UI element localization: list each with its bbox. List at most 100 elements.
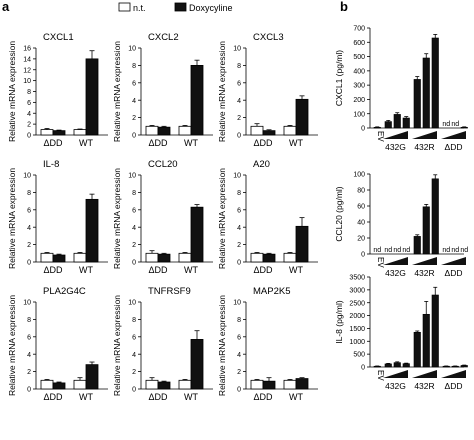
y-tick-label: 2 [237, 242, 241, 249]
y-tick-label: 2 [237, 369, 241, 376]
bar-dox [52, 254, 66, 263]
chart-title: CXCL3 [253, 32, 284, 43]
bar [393, 362, 401, 368]
y-tick-label: 4 [237, 98, 241, 105]
x-tick-label: WT [184, 138, 198, 148]
bar-nt [40, 379, 54, 390]
y-axis-label: Relative mRNA expression [112, 168, 122, 269]
bar-nt [178, 379, 192, 390]
bar [402, 363, 410, 368]
y-tick-label: 0 [27, 133, 31, 140]
nd-label: nd [442, 121, 450, 128]
y-tick-label: 200 [353, 97, 365, 104]
y-tick-label: 2 [132, 242, 136, 249]
bar-dox [190, 65, 204, 136]
chart-a7: PLA2G4C 0 2 4 6 8 10 Relative mRNA expression ΔD… [7, 286, 108, 402]
bar-dox [52, 382, 66, 390]
group-label: ΔDD [445, 142, 463, 152]
bar-nt [283, 125, 297, 136]
y-tick-label: 0 [132, 260, 136, 267]
bar-dox [85, 364, 99, 390]
y-tick-label: 4 [237, 225, 241, 232]
x-tick-label: WT [289, 265, 303, 275]
bar-dox [262, 130, 276, 136]
group-label: 432R [414, 268, 434, 278]
chart-a3: CXCL3 0 2 4 6 8 10 Relative mRNA expression ΔDD W… [217, 32, 318, 148]
x-tick-label: WT [79, 392, 93, 402]
y-tick-label: 3000 [349, 287, 365, 294]
y-tick-label: 3500 [349, 275, 365, 282]
y-tick-label: 0 [237, 133, 241, 140]
y-tick-label: 8 [237, 63, 241, 70]
x-tick-label: ΔDD [148, 138, 168, 148]
bar-dox [295, 98, 309, 136]
y-tick-label: 10 [23, 300, 31, 307]
y-axis-label: IL-8 (pg/ml) [334, 300, 344, 344]
y-tick-label: 80 [357, 188, 365, 195]
bar-nt [145, 252, 159, 263]
chart-a8: TNFRSF9 0 2 4 6 8 10 Relative mRNA expression ΔD… [112, 286, 213, 402]
panel-label-a: a [2, 0, 10, 14]
y-axis-label: CXCL1 (pg/ml) [334, 50, 344, 106]
chart-a1: CXCL1 0 2 4 6 8 10 12 14 16 Relative mRNA expressi… [7, 32, 108, 148]
bar [384, 121, 392, 129]
nd-label: nd [384, 247, 392, 254]
y-axis-label: Relative mRNA expression [112, 41, 122, 142]
chart-a6: A20 0 2 4 6 8 10 Relative mRNA expression ΔDD WT [217, 159, 318, 275]
y-tick-label: 6 [237, 207, 241, 214]
x-tick-label: WT [79, 138, 93, 148]
x-tick-label: ΔDD [43, 138, 63, 148]
bar [402, 117, 410, 129]
bar-nt [40, 129, 54, 136]
bar-dox [262, 253, 276, 263]
bar-dox [85, 58, 99, 136]
y-tick-label: 10 [233, 46, 241, 53]
y-tick-label: 8 [27, 317, 31, 324]
y-tick-label: 6 [27, 100, 31, 107]
bar [422, 206, 430, 255]
chart-a4: IL-8 0 2 4 6 8 10 Relative mRNA expression ΔDD WT [7, 159, 108, 275]
y-axis-label: Relative mRNA expression [217, 168, 227, 269]
bar-dox [190, 339, 204, 390]
nd-label: nd [451, 121, 459, 128]
chart-b1: 0 100 200 300 400 500 600 700 CXCL1 (pg/ml) nd nd E… [334, 26, 468, 152]
bar-dox [52, 130, 66, 136]
bar-nt [73, 252, 87, 263]
bar-nt [250, 379, 264, 390]
bar [422, 57, 430, 129]
y-tick-label: 2 [237, 115, 241, 122]
y-tick-label: 8 [237, 317, 241, 324]
charts: CXCL1 0 2 4 6 8 10 12 14 16 Relative mRNA expressi… [7, 26, 468, 402]
y-tick-label: 10 [128, 300, 136, 307]
legend-label-dox: Doxycyline [189, 3, 233, 13]
x-tick-label: WT [289, 138, 303, 148]
x-tick-label: ΔDD [148, 265, 168, 275]
group-label: 432R [414, 142, 434, 152]
dose-triangle [441, 131, 466, 139]
bar-nt [145, 125, 159, 136]
bar [431, 178, 439, 255]
nd-label: nd [442, 247, 450, 254]
y-tick-label: 6 [237, 80, 241, 87]
y-tick-label: 0 [132, 387, 136, 394]
y-axis-label: Relative mRNA expression [112, 295, 122, 396]
y-tick-label: 2000 [349, 313, 365, 320]
y-axis-label: Relative mRNA expression [217, 295, 227, 396]
bar [460, 126, 468, 129]
y-tick-label: 20 [357, 236, 365, 243]
y-tick-label: 2 [27, 369, 31, 376]
x-tick-label: ΔDD [253, 392, 273, 402]
dose-triangle [412, 131, 437, 139]
chart-title: A20 [253, 159, 270, 170]
group-label: 432G [385, 381, 406, 391]
bar-nt [145, 379, 159, 390]
y-tick-label: 8 [132, 63, 136, 70]
bar-nt [250, 125, 264, 136]
y-tick-label: 100 [353, 111, 365, 118]
legend-swatch-nt [118, 2, 131, 12]
y-tick-label: 1000 [349, 339, 365, 346]
y-axis-label: Relative mRNA expression [7, 295, 17, 396]
x-tick-label: ΔDD [148, 392, 168, 402]
dose-triangle [412, 370, 437, 378]
